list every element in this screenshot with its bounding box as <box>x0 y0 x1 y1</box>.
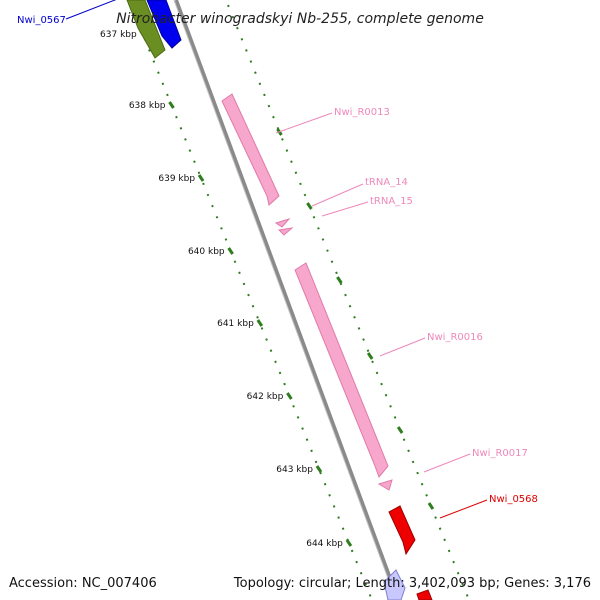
leader-trna-14 <box>311 183 364 207</box>
tick-mark <box>197 174 205 182</box>
tick-label: 638 kbp <box>129 101 166 111</box>
tick-mark <box>168 101 175 109</box>
outer-tick-mark <box>427 502 435 510</box>
label-nwi-0568[interactable]: Nwi_0568 <box>489 494 538 505</box>
tick-mark <box>345 539 353 547</box>
feature-nwi-r0017[interactable] <box>377 479 393 491</box>
leader-nwi-0568 <box>439 499 488 519</box>
outer-tick-mark <box>306 202 313 210</box>
outer-tick-ring <box>227 4 470 600</box>
gene-nwi-0568[interactable] <box>388 505 416 556</box>
tick-mark <box>315 465 323 473</box>
genome-backbone-highlight <box>173 0 397 600</box>
label-trna-14[interactable]: tRNA_14 <box>365 177 408 188</box>
tick-label: 641 kbp <box>217 319 254 329</box>
label-nwi-0567[interactable]: Nwi_0567 <box>17 15 66 26</box>
gene-green[interactable] <box>126 0 166 59</box>
map-title: Nitrobacter winogradskyi Nb-255, complet… <box>116 11 484 27</box>
summary-text: Topology: circular; Length: 3,402,093 bp… <box>233 576 591 591</box>
leader-nwi-r0017 <box>423 453 471 473</box>
outer-tick-mark <box>396 426 404 434</box>
tick-mark <box>256 319 264 327</box>
leader-nwi-r0016 <box>379 337 426 357</box>
genome-backbone <box>174 0 400 600</box>
gene-red-bottom[interactable] <box>416 589 433 600</box>
feature-nwi-r0016[interactable] <box>294 262 389 478</box>
tick-label: 639 kbp <box>158 174 195 184</box>
tick-mark <box>286 392 293 400</box>
tick-label: 642 kbp <box>247 392 284 402</box>
accession-text: Accession: NC_007406 <box>9 576 157 591</box>
inner-tick-ring <box>130 4 373 600</box>
outer-tick-mark <box>366 352 374 360</box>
gene-nwi-0567[interactable] <box>146 0 182 49</box>
tick-label: 637 kbp <box>100 30 137 40</box>
tick-mark <box>227 247 234 255</box>
outer-tick-mark <box>336 276 343 284</box>
leader-nwi-0567 <box>65 0 117 20</box>
feature-nwi-r0013[interactable] <box>221 93 280 206</box>
label-nwi-r0016[interactable]: Nwi_R0016 <box>427 332 483 343</box>
tick-label: 644 kbp <box>306 539 343 549</box>
gene-light-blue[interactable] <box>383 569 406 600</box>
feature-trna-15[interactable] <box>277 227 294 236</box>
leader-trna-15 <box>321 201 369 217</box>
leader-nwi-r0013 <box>275 112 333 134</box>
label-nwi-r0013[interactable]: Nwi_R0013 <box>334 107 390 118</box>
label-nwi-r0017[interactable]: Nwi_R0017 <box>472 448 528 459</box>
label-trna-15[interactable]: tRNA_15 <box>370 196 413 207</box>
tick-label: 640 kbp <box>188 247 225 257</box>
feature-trna-14[interactable] <box>274 218 291 228</box>
tick-label: 643 kbp <box>276 465 313 475</box>
